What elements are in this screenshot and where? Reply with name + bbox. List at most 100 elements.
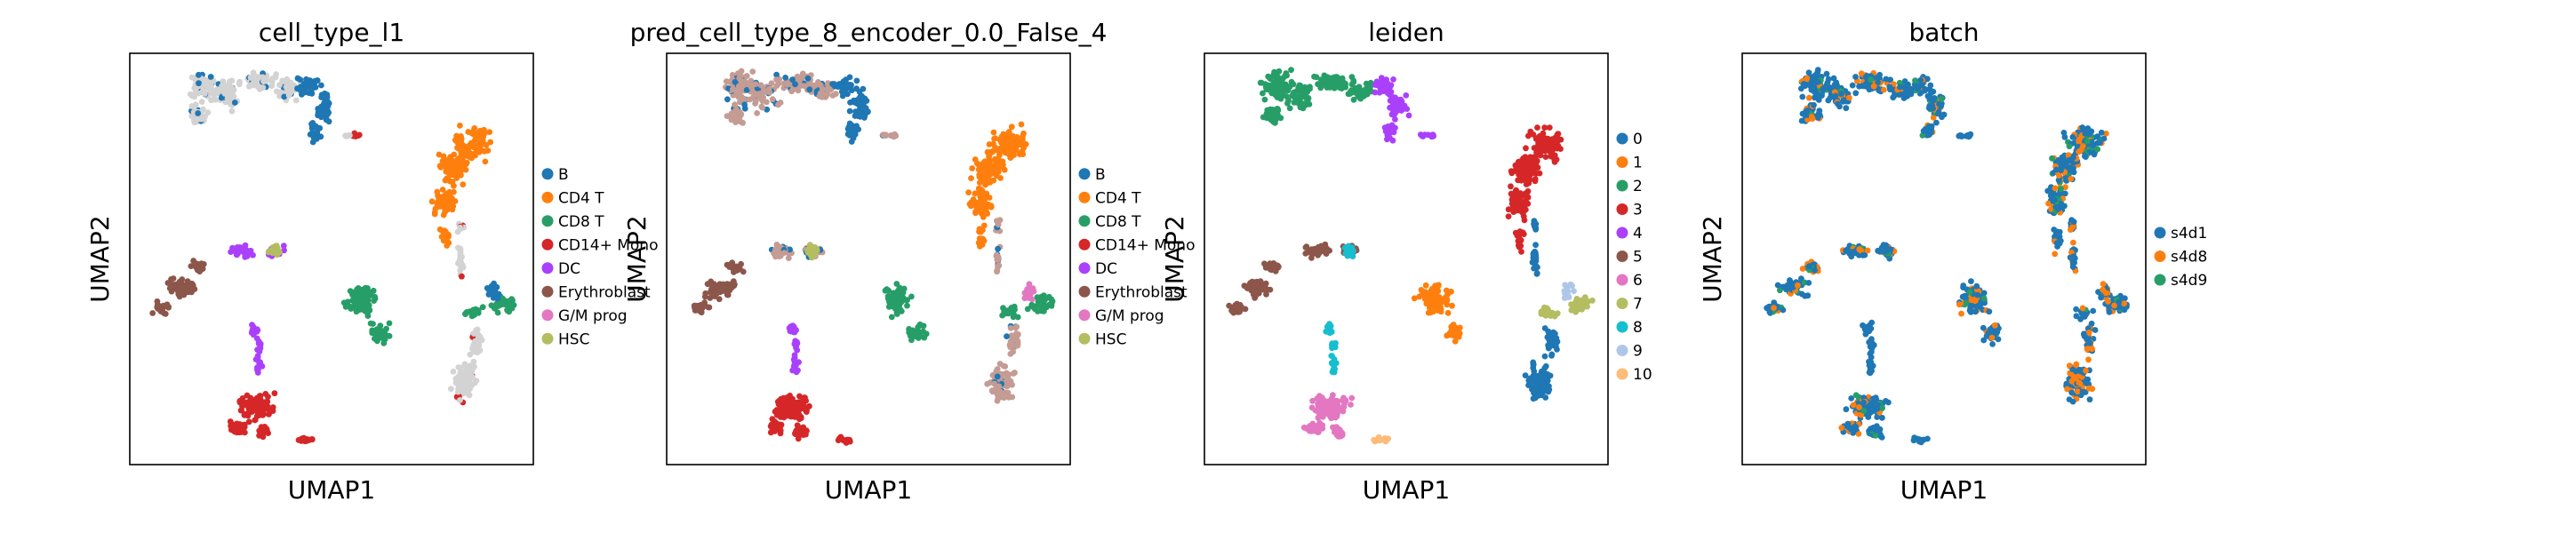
scatter-point: [832, 91, 839, 98]
scatter-point: [231, 99, 238, 106]
scatter-point: [1272, 120, 1278, 126]
x-axis-label: UMAP1: [825, 475, 913, 505]
scatter-point: [794, 422, 801, 429]
scatter-point: [1897, 84, 1903, 91]
scatter-point: [1004, 376, 1011, 383]
legend-marker: [1616, 251, 1628, 262]
scatter-point: [730, 86, 736, 93]
scatter-point: [976, 173, 983, 180]
scatter-point: [1780, 306, 1787, 314]
scatter-point: [2062, 163, 2068, 170]
legend-marker: [1078, 262, 1091, 274]
scatter-point: [752, 81, 759, 88]
scatter-point: [476, 342, 483, 348]
scatter-point: [785, 255, 792, 261]
scatter-point: [194, 266, 201, 274]
scatter-point: [254, 353, 261, 359]
scatter-point: [824, 85, 830, 92]
scatter-point: [465, 129, 472, 135]
scatter-point: [1545, 342, 1551, 349]
scatter-point: [1247, 284, 1254, 290]
scatter-point: [244, 402, 251, 409]
scatter-point: [996, 361, 1004, 367]
scatter-point: [782, 75, 788, 81]
scatter-point: [892, 306, 899, 312]
scatter-point: [994, 397, 1001, 404]
scatter-point: [1024, 306, 1031, 313]
scatter-point: [459, 263, 466, 270]
scatter-point: [257, 431, 264, 438]
scatter-point: [726, 262, 733, 269]
scatter-point: [262, 391, 269, 397]
scatter-point: [1509, 193, 1516, 199]
scatter-point: [450, 368, 457, 375]
scatter-point: [1356, 85, 1363, 92]
scatter-point: [2052, 196, 2058, 203]
scatter-point: [1516, 196, 1523, 203]
scatter-point: [1014, 338, 1021, 345]
scatter-point: [1830, 75, 1837, 82]
scatter-point: [1405, 112, 1412, 119]
y-axis-label: UMAP2: [1160, 215, 1189, 303]
scatter-point: [187, 280, 194, 287]
scatter-point: [449, 179, 456, 186]
scatter-point: [440, 234, 447, 241]
scatter-point: [1382, 80, 1389, 86]
scatter-point: [1511, 201, 1518, 208]
scatter-point: [890, 291, 897, 298]
scatter-point: [1348, 394, 1356, 402]
scatter-point: [507, 297, 514, 304]
scatter-point: [1530, 379, 1536, 386]
scatter-point: [1864, 247, 1871, 254]
scatter-point: [1328, 353, 1335, 359]
scatter-point: [1319, 422, 1325, 429]
legend-label: 10: [1633, 366, 1652, 384]
scatter-point: [1534, 124, 1540, 131]
scatter-point: [294, 85, 300, 92]
scatter-point: [2097, 139, 2103, 147]
scatter-point: [266, 411, 272, 418]
legend-label: CD14+ Mono: [558, 236, 658, 254]
scatter-point: [1444, 291, 1451, 298]
scatter-point: [318, 82, 324, 89]
scatter-point: [478, 133, 485, 139]
scatter-point: [364, 313, 372, 319]
scatter-point: [1825, 97, 1832, 104]
scatter-point: [220, 78, 227, 84]
scatter-point: [1348, 402, 1354, 408]
legend-marker: [1616, 203, 1628, 215]
scatter-point: [1811, 101, 1817, 108]
scatter-point: [1924, 76, 1931, 83]
scatter-point: [353, 293, 360, 300]
scatter-point: [980, 213, 987, 220]
scatter-point: [467, 308, 473, 314]
scatter-point: [860, 85, 867, 92]
scatter-point: [172, 281, 180, 288]
scatter-point: [1805, 69, 1812, 76]
scatter-point: [732, 263, 740, 270]
legend-marker: [541, 262, 554, 274]
scatter-point: [1350, 96, 1357, 103]
scatter-point: [1022, 141, 1029, 147]
scatter-point: [1541, 353, 1548, 360]
scatter-point: [1437, 308, 1444, 315]
scatter-point: [1840, 97, 1847, 104]
legend-label: G/M prog: [1095, 307, 1164, 325]
scatter-point: [773, 71, 780, 78]
scatter-point: [1546, 147, 1553, 155]
scatter-point: [995, 264, 1001, 270]
scatter-point: [736, 71, 743, 78]
scatter-point: [352, 300, 358, 307]
scatter-point: [440, 211, 447, 219]
legend-label: 7: [1633, 296, 1643, 314]
scatter-point: [996, 383, 1003, 390]
scatter-point: [1261, 114, 1268, 121]
scatter-point: [1814, 68, 1821, 76]
legend-label: B: [1095, 166, 1106, 184]
scatter-point: [300, 434, 308, 442]
scatter-point: [1804, 75, 1811, 82]
scatter-point: [453, 175, 460, 181]
legend-label: CD8 T: [1095, 213, 1141, 231]
scatter-point: [741, 101, 748, 108]
scatter-point: [1318, 80, 1325, 87]
